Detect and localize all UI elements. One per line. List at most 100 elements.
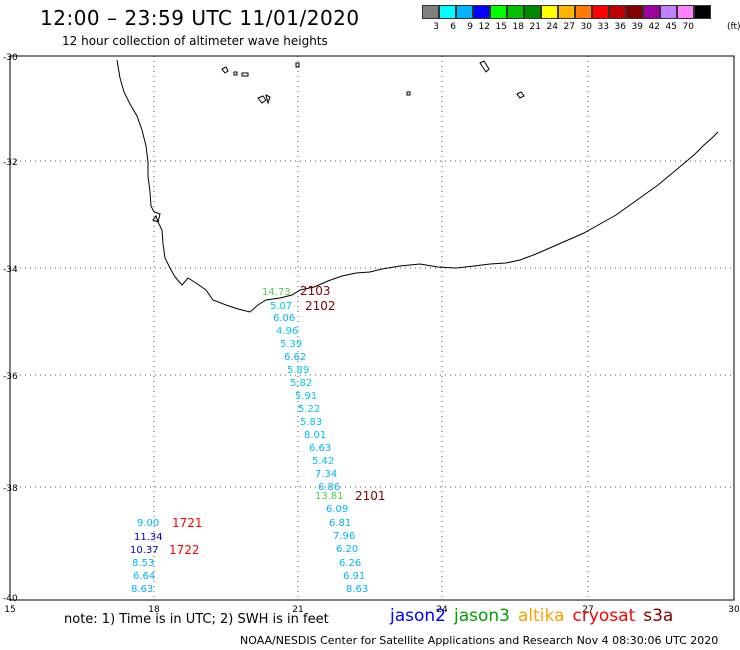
wave-height-value: 13.81 — [315, 491, 344, 502]
island — [152, 214, 159, 223]
wave-height-value: 6.86 — [318, 482, 340, 493]
frame-border — [9, 55, 735, 601]
island — [241, 72, 249, 77]
island — [233, 71, 238, 76]
islands — [152, 60, 525, 223]
longitude-label: 24 — [436, 605, 448, 615]
satellite-legend: jason2 jason3 altika cryosat s3a — [390, 606, 681, 626]
island — [479, 60, 490, 73]
map-frame — [9, 55, 735, 601]
wave-height-value: 10.37 — [130, 545, 159, 556]
wave-height-value: 6.20 — [336, 544, 358, 555]
wave-height-value: 5.42 — [312, 456, 334, 467]
wave-height-value: 9.00 — [137, 518, 159, 529]
wave-height-value: 11.34 — [134, 532, 163, 543]
scale-label: 18 — [512, 22, 524, 32]
satellite-legend-entry: jason2 — [390, 606, 446, 626]
wave-height-value: 6.62 — [284, 352, 306, 363]
wave-height-value: 5.39 — [280, 339, 302, 350]
latitude-label: -36 — [3, 372, 18, 382]
scale-swatch — [507, 5, 524, 19]
wave-height-value: 5.83 — [300, 417, 322, 428]
track-label: 1721 — [172, 516, 203, 530]
scale-swatch — [524, 5, 541, 19]
longitude-label: 21 — [292, 605, 303, 615]
wave-height-value: 6.63 — [309, 443, 331, 454]
island — [516, 91, 525, 99]
longitude-label: 30 — [728, 605, 740, 615]
satellite-legend-entry: jason3 — [454, 606, 510, 626]
scale-label: 15 — [495, 22, 507, 32]
scale-label: 30 — [580, 22, 592, 32]
scale-swatch — [456, 5, 473, 19]
latitude-label: -40 — [3, 594, 18, 604]
latitude-label: -38 — [3, 484, 18, 494]
track-label: 2102 — [305, 299, 336, 313]
scale-swatch — [694, 5, 711, 19]
note-text: note: 1) Time is in UTC; 2) SWH is in fe… — [64, 612, 329, 627]
latitude-label: -32 — [3, 158, 18, 168]
island — [406, 91, 411, 96]
scale-swatch — [626, 5, 643, 19]
island — [265, 94, 271, 105]
scale-label: 70 — [682, 22, 694, 32]
wave-height-value: 14.73 — [262, 287, 291, 298]
scale-swatch — [592, 5, 609, 19]
coastline — [116, 59, 719, 313]
latitude-label: -30 — [3, 53, 18, 63]
wave-height-value: 8.53 — [132, 558, 154, 569]
longitude-label: 18 — [148, 605, 160, 615]
wave-height-value: 6.81 — [329, 518, 351, 529]
wave-height-value: 5.89 — [287, 365, 309, 376]
wave-height-value: 6.09 — [326, 504, 348, 515]
wave-height-value: 5.82 — [290, 378, 312, 389]
wave-height-readings: 14.73 5.076.06 4.96 5.39 6.62 5.89 5.82 5.91 5.2… — [130, 287, 368, 595]
wave-height-value: 6.06 — [273, 313, 295, 324]
latitude-label: -34 — [3, 265, 18, 275]
scale-swatch — [490, 5, 507, 19]
scale-label: 6 — [450, 22, 456, 32]
wave-height-value: 8.01 — [304, 430, 326, 441]
wave-height-value: 5.07 — [270, 301, 292, 312]
scale-label: 24 — [546, 22, 558, 32]
wave-height-value: 5.22 — [298, 404, 320, 415]
footer-credit: NOAA/NESDIS Center for Satellite Applica… — [240, 634, 719, 647]
scale-label: 36 — [614, 22, 626, 32]
wave-height-value: 8.63 — [131, 584, 153, 595]
track-label: 1722 — [169, 543, 200, 557]
scale-units: (ft) — [727, 22, 740, 32]
scale-swatch — [422, 5, 439, 19]
wave-height-value: 6.26 — [339, 558, 361, 569]
scale-swatch — [660, 5, 677, 19]
track-label: 2103 — [300, 284, 331, 298]
scale-label: 12 — [478, 22, 490, 32]
scale-label: 9 — [467, 22, 473, 32]
scale-label: 27 — [563, 22, 575, 32]
scale-label: 33 — [597, 22, 609, 32]
wave-height-value: 6.64 — [133, 571, 155, 582]
island — [221, 66, 229, 74]
scale-swatch — [643, 5, 660, 19]
scale-swatch — [609, 5, 626, 19]
longitude-label: 15 — [4, 605, 15, 615]
wave-height-value: 8.63 — [346, 584, 368, 595]
graticule — [10, 56, 734, 600]
scale-swatch — [439, 5, 456, 19]
scale-label: 42 — [648, 22, 660, 32]
island — [257, 95, 267, 104]
scale-label: 39 — [631, 22, 643, 32]
longitude-label: 27 — [582, 605, 593, 615]
wave-height-value: 4.96 — [276, 326, 298, 337]
satellite-legend-entry: altika — [518, 606, 565, 626]
map-title: 12:00 – 23:59 UTC 11/01/2020 — [40, 6, 360, 30]
scale-swatch — [558, 5, 575, 19]
color-scale-legend — [422, 5, 711, 19]
scale-label: 21 — [529, 22, 541, 32]
map-subtitle: 12 hour collection of altimeter wave hei… — [62, 34, 328, 48]
island — [295, 62, 300, 68]
wave-height-value: 7.96 — [333, 531, 355, 542]
scale-label: 45 — [665, 22, 677, 32]
